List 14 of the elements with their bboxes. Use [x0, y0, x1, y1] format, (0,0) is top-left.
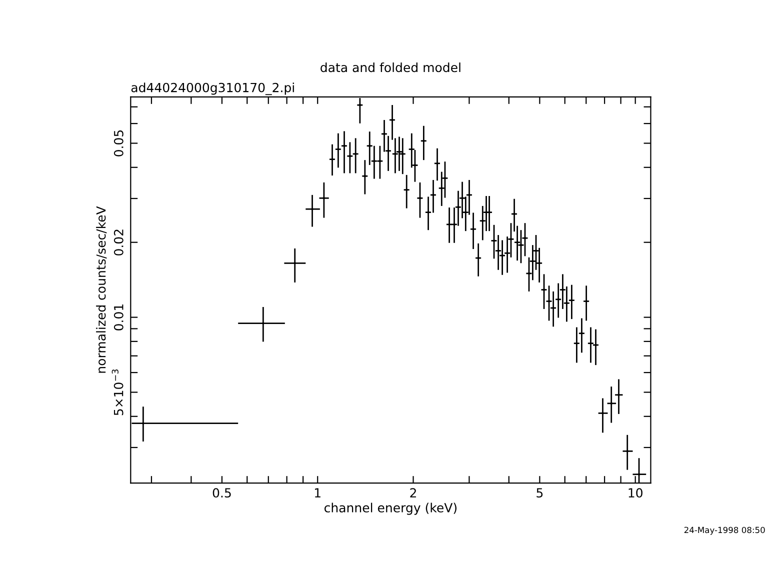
- x-tick-label: 1: [315, 488, 320, 498]
- y-tick-label: 0.01: [114, 304, 124, 330]
- x-tick-label: 10: [628, 488, 642, 498]
- x-axis-title: channel energy (keV): [324, 502, 456, 515]
- x-tick-label: 2: [410, 488, 416, 498]
- x-tick-label: 0.5: [212, 488, 231, 498]
- y-tick-label: 5×10$^{−3}$: [112, 369, 124, 416]
- y-tick-label: 0.02: [114, 230, 124, 256]
- y-axis-title: normalized counts/sec/keV: [96, 206, 107, 373]
- chart-title: data and folded model: [320, 62, 460, 72]
- text: 24-May-1998 08:50: [684, 526, 765, 535]
- y-tick-label: 0.05: [114, 130, 124, 156]
- x-tick-label: 5: [536, 488, 543, 498]
- chart-subtitle: ad44024000g310170_2.pi: [131, 82, 294, 96]
